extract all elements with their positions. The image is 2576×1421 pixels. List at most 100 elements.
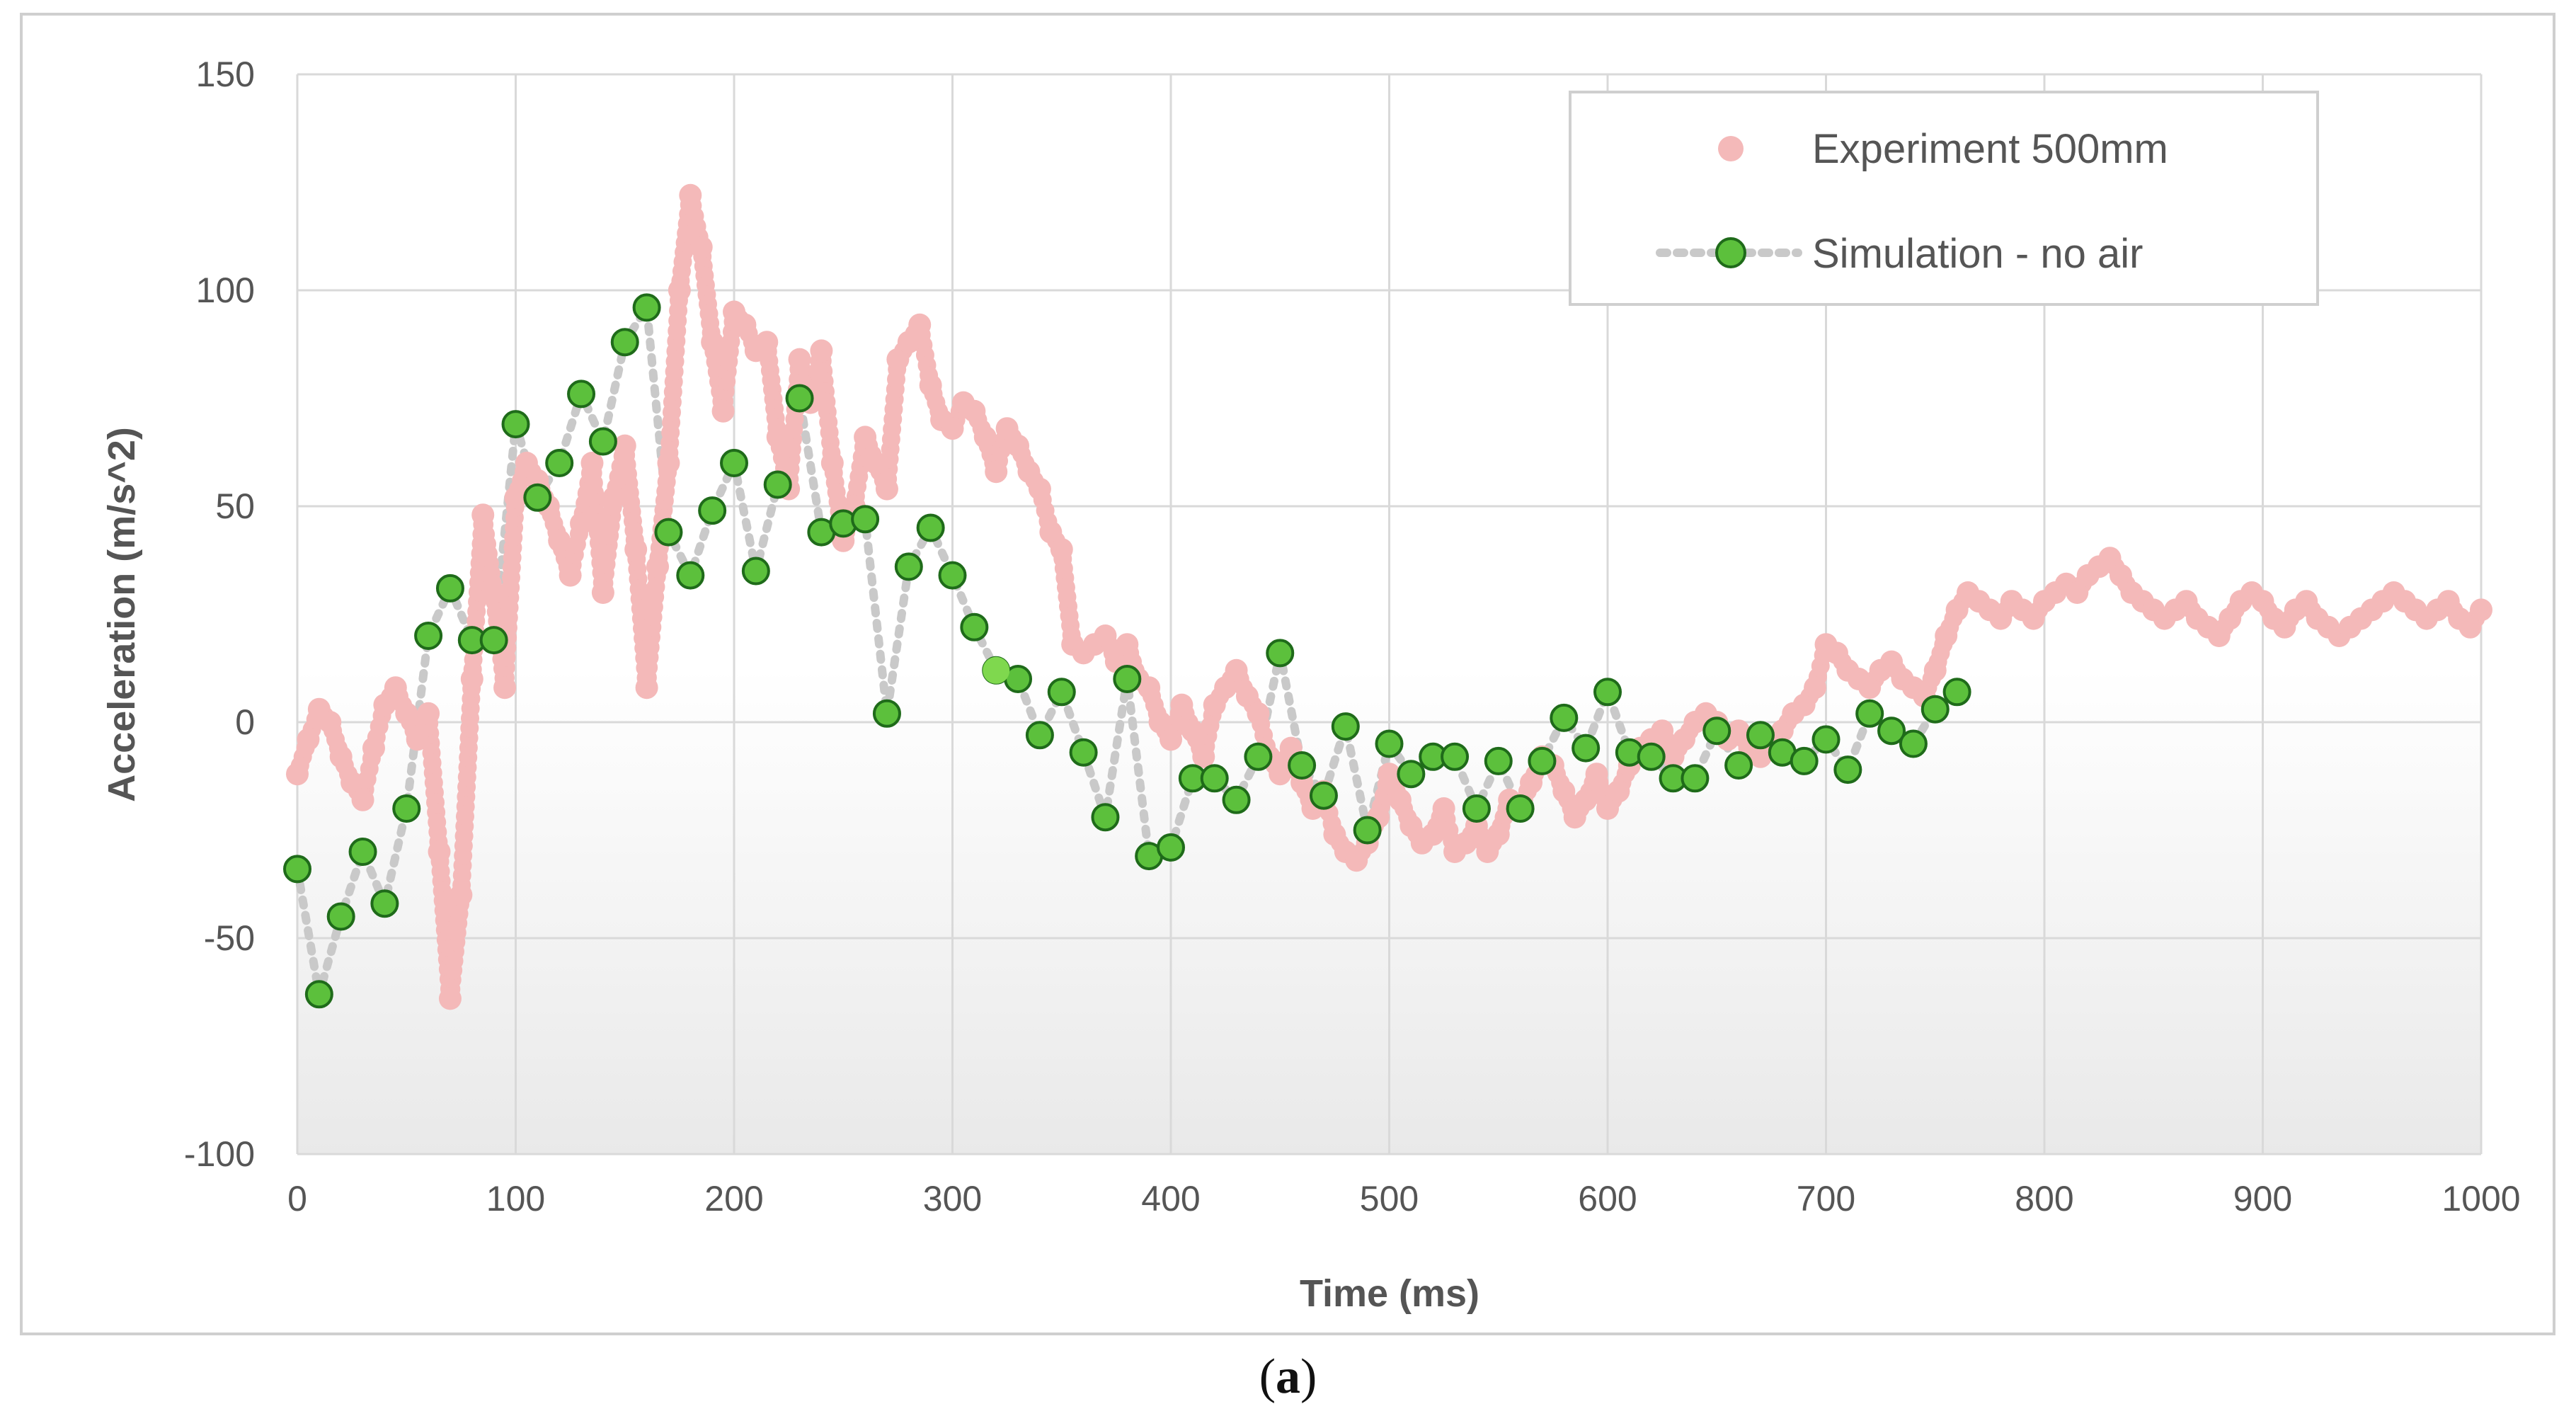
experiment-point xyxy=(1880,650,1904,673)
x-tick-label: 900 xyxy=(2233,1179,2292,1219)
simulation-point xyxy=(283,855,311,884)
experiment-point xyxy=(1225,658,1248,682)
experiment-point xyxy=(1651,719,1674,743)
experiment-point xyxy=(548,529,571,552)
experiment-point xyxy=(559,564,582,587)
experiment-point xyxy=(493,676,517,700)
simulation-point xyxy=(1790,746,1819,775)
simulation-point xyxy=(720,449,748,477)
experiment-point xyxy=(1269,763,1292,786)
experiment-point xyxy=(1028,477,1051,501)
experiment-point xyxy=(854,426,877,449)
x-tick-labels: 0 100 200 300 400 500 600 700 800 900 1000 xyxy=(287,1179,2521,1219)
experiment-point xyxy=(701,331,724,354)
simulation-point xyxy=(348,838,377,866)
experiment-point xyxy=(1945,598,1969,622)
experiment-point xyxy=(504,486,527,509)
y-tick-label: -100 xyxy=(184,1134,255,1174)
experiment-point xyxy=(471,503,495,527)
experiment-point xyxy=(417,702,440,725)
simulation-point xyxy=(567,379,596,409)
experiment-point xyxy=(689,236,713,258)
simulation-point xyxy=(1462,794,1491,823)
simulation-point xyxy=(1681,764,1710,793)
simulation-point xyxy=(1724,751,1753,780)
x-tick-label: 800 xyxy=(2015,1179,2073,1219)
experiment-point xyxy=(1399,814,1423,838)
experiment-point xyxy=(1661,745,1685,768)
simulation-point xyxy=(1353,816,1382,845)
simulation-point xyxy=(501,410,530,439)
experiment-point xyxy=(2219,607,2242,630)
experiment-point xyxy=(908,313,932,336)
simulation-point xyxy=(545,449,574,477)
experiment-point xyxy=(1574,788,1598,811)
figure-caption: (a) xyxy=(0,1349,2576,1405)
experiment-point xyxy=(384,676,407,700)
experiment-point xyxy=(2295,590,2318,613)
experiment-point xyxy=(985,460,1008,484)
experiment-point xyxy=(875,477,898,501)
y-tick-labels: -100 -50 0 50 100 150 xyxy=(184,55,255,1174)
simulation-point xyxy=(1811,725,1841,754)
experiment-point xyxy=(973,426,997,449)
simulation-point xyxy=(1484,746,1513,775)
experiment-point xyxy=(624,538,648,561)
simulation-point xyxy=(370,889,399,918)
experiment-point xyxy=(2207,624,2231,647)
simulation-point xyxy=(588,427,617,456)
experiment-point xyxy=(1170,693,1193,717)
x-tick-label: 300 xyxy=(923,1179,982,1219)
simulation-point xyxy=(916,513,945,542)
experiment-point xyxy=(864,452,888,474)
experiment-point xyxy=(2066,581,2089,604)
legend-experiment-label: Experiment 500mm xyxy=(1812,126,2168,172)
experiment-point xyxy=(319,711,342,734)
simulation-point xyxy=(1855,699,1884,728)
simulation-point xyxy=(763,470,792,499)
experiment-point xyxy=(482,581,505,604)
simulation-point xyxy=(894,552,923,581)
experiment-point xyxy=(1039,520,1063,544)
simulation-point xyxy=(1025,721,1054,750)
experiment-point xyxy=(657,452,680,474)
simulation-point xyxy=(1593,678,1622,707)
experiment-point xyxy=(1487,823,1510,846)
experiment-point xyxy=(1585,763,1608,786)
simulation-point xyxy=(1528,746,1557,775)
experiment-point xyxy=(1378,763,1401,786)
caption-open-paren: ( xyxy=(1259,1349,1276,1404)
experiment-point xyxy=(897,331,920,354)
experiment-point xyxy=(1454,831,1477,855)
simulation-point xyxy=(435,573,464,603)
experiment-point xyxy=(1214,676,1237,700)
experiment-point xyxy=(1050,538,1073,561)
legend-box xyxy=(1569,91,2319,306)
experiment-point xyxy=(941,417,964,440)
experiment-point xyxy=(1323,823,1346,846)
experiment-point xyxy=(1181,719,1204,743)
experiment-point xyxy=(1748,745,1772,768)
legend-simulation-label: Simulation - no air xyxy=(1812,231,2143,277)
experiment-point xyxy=(351,788,374,811)
experiment-point xyxy=(1792,693,1816,717)
experiment-point xyxy=(1672,728,1695,751)
simulation-point xyxy=(326,902,355,931)
experiment-point xyxy=(1858,676,1882,700)
simulation-point xyxy=(676,561,705,590)
experiment-point xyxy=(963,399,986,423)
experiment-point xyxy=(635,676,658,700)
simulation-point xyxy=(1441,742,1470,771)
experiment-point xyxy=(1607,780,1630,803)
simulation-point xyxy=(1877,717,1906,746)
experiment-point xyxy=(1160,728,1182,751)
experiment-point xyxy=(591,581,614,604)
simulation-point xyxy=(741,557,770,586)
simulation-point xyxy=(1091,803,1120,832)
simulation-point xyxy=(392,794,421,823)
simulation-point xyxy=(1266,639,1295,668)
experiment-point xyxy=(1388,788,1412,811)
simulation-point xyxy=(1637,742,1666,771)
experiment-point xyxy=(2273,615,2296,639)
